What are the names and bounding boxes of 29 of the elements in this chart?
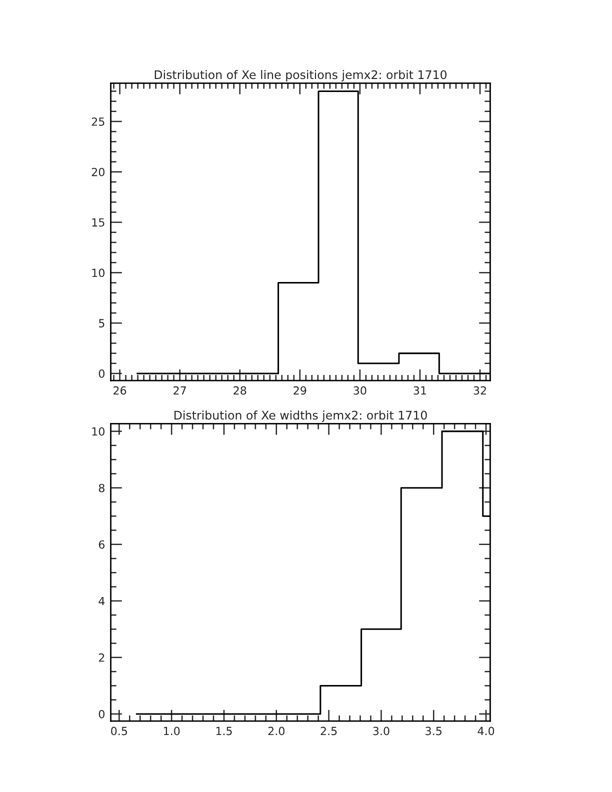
x-tick-label: 4.0 xyxy=(478,726,494,736)
x-tick-label: 1.0 xyxy=(164,726,180,736)
x-tick-label: 29 xyxy=(294,386,306,395)
y-tick-label: 4 xyxy=(98,597,105,606)
y-tick-label: 8 xyxy=(98,484,104,492)
x-tick-label: 1.5 xyxy=(216,726,232,736)
y-tick-label: 25 xyxy=(92,117,104,126)
x-tick-label: 0.5 xyxy=(111,726,128,736)
y-tick-label: 10 xyxy=(92,268,104,278)
y-tick-label: 6 xyxy=(98,540,105,549)
x-tick-label: 31 xyxy=(414,386,426,395)
x-tick-label: 32 xyxy=(474,386,486,395)
y-tick-label: 0 xyxy=(98,369,104,378)
x-tick-label: 26 xyxy=(114,386,126,395)
x-tick-label: 2.5 xyxy=(320,726,337,736)
x-tick-label: 2.0 xyxy=(268,726,284,736)
y-tick-label: 20 xyxy=(92,168,104,176)
chart-title: Distribution of Xe widths jemx2: orbit 1710 xyxy=(174,410,427,422)
x-tick-label: 30 xyxy=(354,386,366,395)
x-tick-label: 28 xyxy=(234,386,246,395)
x-tick-label: 3.5 xyxy=(426,726,442,736)
y-tick-label: 0 xyxy=(98,710,104,718)
y-tick-label: 15 xyxy=(92,218,104,227)
y-tick-label: 10 xyxy=(92,427,104,436)
y-tick-label: 5 xyxy=(99,319,104,328)
y-tick-label: 2 xyxy=(98,653,104,662)
x-tick-label: 3.0 xyxy=(373,726,390,736)
x-tick-label: 27 xyxy=(174,386,186,395)
chart-title: Distribution of Xe line positions jemx2: orbit 1710 xyxy=(154,70,447,82)
